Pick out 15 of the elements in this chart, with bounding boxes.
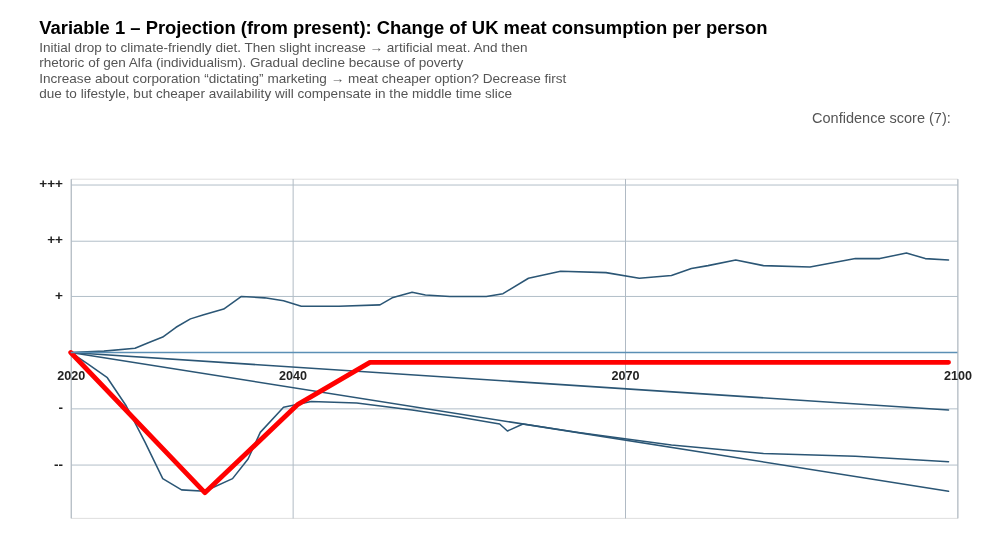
x-tick-label: 2040 bbox=[278, 369, 307, 384]
text: ++ bbox=[47, 232, 64, 248]
text: due to lifestyle, but cheaper availability will compensate in the middle time slice bbox=[39, 86, 513, 102]
text: - bbox=[58, 400, 63, 416]
x-tick-label: 2020 bbox=[57, 369, 86, 384]
chart-title: Variable 1 – Projection (from present): Change of UK meat consumption per person bbox=[39, 17, 768, 39]
text: + bbox=[55, 288, 64, 304]
x-tick-label: 2070 bbox=[611, 369, 640, 384]
text: Initial drop to climate-friendly diet. Then slight increase → artificial meat. And then bbox=[39, 39, 528, 55]
x-tick-label: 2100 bbox=[943, 369, 972, 384]
text: Confidence score (7): bbox=[812, 109, 951, 126]
text: Increase about corporation “dictating” marketing → meat cheaper option? Decrease first bbox=[39, 70, 567, 86]
text: -- bbox=[53, 456, 63, 472]
text: +++ bbox=[39, 176, 64, 192]
text: rhetoric of gen Alfa (individualism). Gradual decline because of poverty bbox=[39, 55, 464, 71]
